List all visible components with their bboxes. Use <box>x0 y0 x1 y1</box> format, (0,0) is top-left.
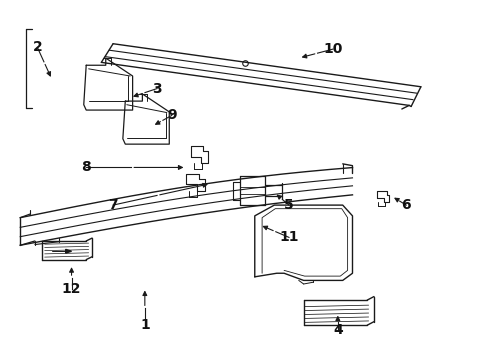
Text: 10: 10 <box>323 42 343 56</box>
Text: 11: 11 <box>279 230 299 244</box>
Text: 8: 8 <box>81 161 91 175</box>
Text: 7: 7 <box>108 198 118 212</box>
Text: 3: 3 <box>152 82 162 95</box>
Text: 5: 5 <box>284 198 294 212</box>
Text: 6: 6 <box>401 198 411 212</box>
Polygon shape <box>66 249 72 253</box>
Text: 12: 12 <box>62 282 81 296</box>
Text: 1: 1 <box>140 318 150 332</box>
Text: 2: 2 <box>32 40 42 54</box>
Text: 9: 9 <box>167 108 176 122</box>
Text: 4: 4 <box>333 323 343 337</box>
